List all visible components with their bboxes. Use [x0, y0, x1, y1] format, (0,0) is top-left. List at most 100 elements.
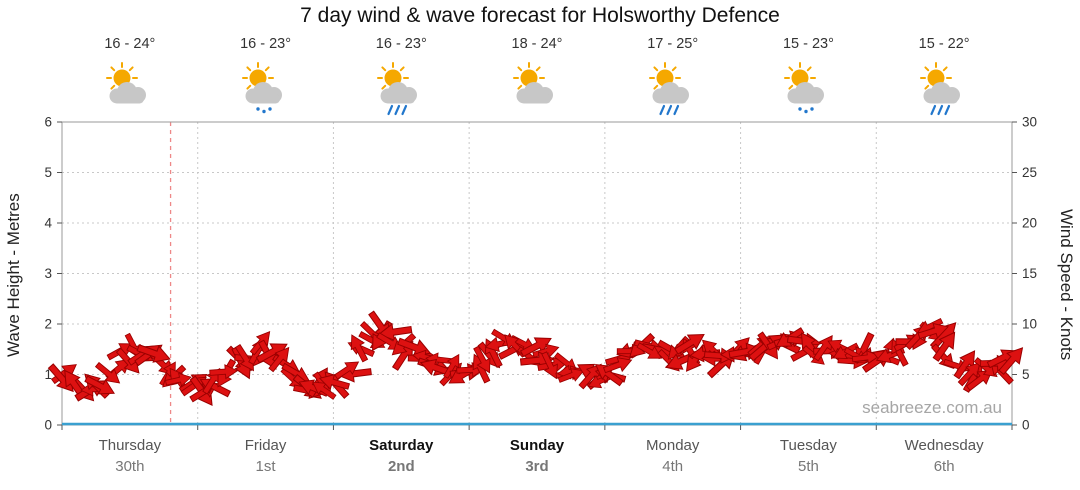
- wind-arrow: [443, 353, 460, 379]
- wind-arrow: [541, 351, 558, 380]
- left-axis-tick-label: 1: [44, 367, 52, 382]
- wind-arrow: [932, 331, 956, 362]
- drizzle-dots: [798, 107, 815, 114]
- right-axis-tick-label: 15: [1022, 266, 1037, 281]
- right-axis-tick-label: 20: [1022, 216, 1037, 231]
- wind-arrow: [473, 345, 491, 374]
- left-axis-tick-label: 4: [44, 216, 52, 231]
- weather-icon-partly-cloudy: [100, 62, 160, 120]
- wind-arrow: [234, 343, 254, 372]
- day-temp-range: 16 - 23°: [240, 36, 292, 52]
- wind-arrow: [311, 381, 337, 400]
- wind-arrow: [268, 346, 290, 373]
- day-date: 3rd: [525, 458, 549, 475]
- day-temp-range: 16 - 24°: [104, 36, 156, 52]
- wind-arrow: [165, 372, 192, 387]
- right-axis-tick-label: 5: [1022, 367, 1030, 382]
- weather-icon-partly-cloudy-rain: [643, 62, 703, 120]
- wind-arrow: [957, 362, 981, 387]
- left-axis-tick-label: 3: [44, 266, 52, 281]
- sun-ray: [264, 66, 270, 72]
- left-axis-tick-label: 5: [44, 165, 52, 180]
- sun-ray: [245, 84, 251, 90]
- weather-icon-partly-cloudy-rain: [371, 62, 431, 120]
- watermark: seabreeze.com.au: [862, 398, 1002, 417]
- weather-icon-partly-cloudy-drizzle: [778, 62, 838, 120]
- right-axis-tick-label: 30: [1022, 115, 1037, 130]
- sun-ray: [245, 66, 251, 72]
- day-temp-range: 18 - 24°: [511, 36, 563, 52]
- day-label: Sunday: [509, 437, 565, 454]
- day-date: 6th: [933, 458, 955, 475]
- rain-streaks: [387, 104, 408, 116]
- wind-arrow: [917, 322, 949, 340]
- sun-ray: [110, 66, 116, 72]
- sun-ray: [788, 66, 794, 72]
- day-temp-range: 17 - 25°: [647, 36, 699, 52]
- day-date: 2nd: [387, 458, 415, 475]
- day-temp-range: 16 - 23°: [375, 36, 427, 52]
- wind-arrow: [350, 334, 369, 363]
- weather-icon-partly-cloudy-drizzle: [236, 62, 296, 120]
- right-axis-label: Wind Speed - Knots: [1057, 209, 1076, 361]
- day-label: Wednesday: [904, 437, 984, 454]
- wind-arrow: [636, 342, 663, 359]
- day-date: 1st: [255, 458, 276, 475]
- wind-arrow: [594, 363, 624, 387]
- rain-streaks: [930, 104, 951, 116]
- sun-ray: [110, 84, 116, 90]
- day-label: Monday: [646, 437, 700, 454]
- day-label: Tuesday: [779, 437, 837, 454]
- sun-ray: [924, 66, 930, 72]
- drizzle-dots: [255, 107, 272, 114]
- cloud-icon: [923, 82, 961, 104]
- cloud-icon: [787, 82, 825, 104]
- day-date: 4th: [662, 458, 684, 475]
- page-title: 7 day wind & wave forecast for Holsworth…: [300, 4, 780, 27]
- left-axis-tick-label: 6: [44, 115, 52, 130]
- sun-ray: [400, 66, 405, 72]
- sun-ray: [653, 66, 658, 72]
- wind-arrow: [674, 333, 705, 355]
- sun-ray: [653, 84, 658, 90]
- wind-arrow: [334, 361, 360, 380]
- wind-arrow: [94, 361, 121, 384]
- wind-arrow: [998, 347, 1024, 376]
- sun-ray: [517, 84, 523, 90]
- wind-arrow: [378, 323, 413, 342]
- wind-arrow: [209, 364, 239, 380]
- right-axis-tick-label: 10: [1022, 317, 1037, 332]
- day-label: Friday: [244, 437, 287, 454]
- wind-arrow: [966, 369, 993, 392]
- wind-arrow-series: [47, 310, 1024, 407]
- sun-ray: [807, 66, 813, 72]
- wind-arrow: [84, 375, 115, 395]
- left-axis-tick-label: 0: [44, 418, 52, 433]
- day-temp-range: 15 - 23°: [782, 36, 834, 52]
- sun-ray: [788, 84, 794, 90]
- sun-ray: [381, 66, 387, 72]
- day-date: 30th: [115, 458, 145, 475]
- sun-ray: [535, 66, 541, 72]
- sun-ray: [381, 84, 387, 90]
- day-temp-range: 15 - 22°: [918, 36, 970, 52]
- rain-streaks: [659, 104, 679, 116]
- sun-ray: [517, 66, 523, 72]
- wind-arrow: [557, 368, 585, 383]
- wind-arrow: [602, 357, 633, 374]
- sun-ray: [924, 84, 930, 90]
- right-axis-tick-label: 25: [1022, 165, 1037, 180]
- right-axis-tick-label: 0: [1022, 418, 1030, 433]
- cloud-icon: [380, 82, 418, 104]
- day-label: Thursday: [98, 437, 162, 454]
- sun-ray: [128, 66, 134, 72]
- wind-arrow: [318, 374, 351, 391]
- day-date: 5th: [797, 458, 819, 475]
- sun-ray: [671, 66, 677, 72]
- day-label: Saturday: [369, 437, 434, 454]
- wind-arrow: [136, 344, 171, 363]
- sun-ray: [942, 66, 948, 72]
- left-axis-tick-label: 2: [44, 317, 52, 332]
